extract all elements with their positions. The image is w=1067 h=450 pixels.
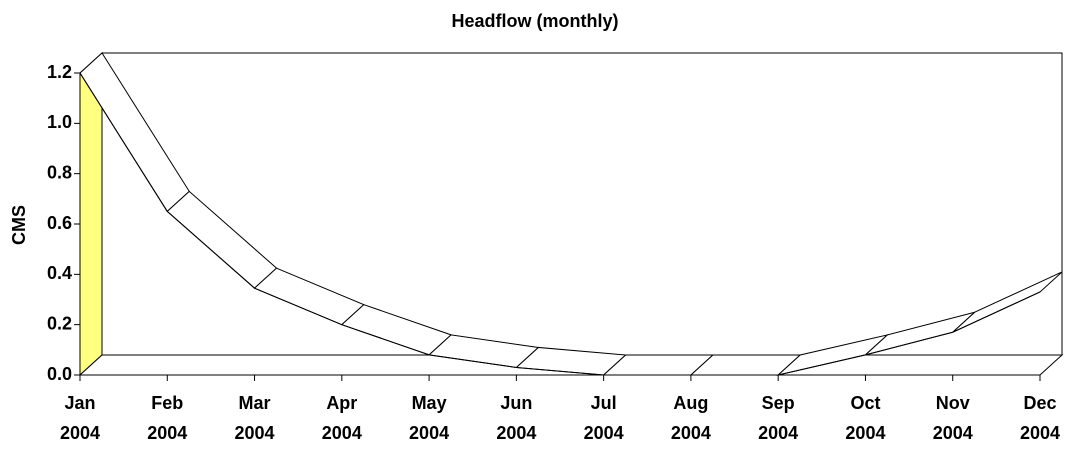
chart-title: Headflow (monthly)	[452, 11, 619, 31]
y-tick-label: 1.2	[47, 62, 72, 82]
x-tick-label: Jan 2004	[59, 393, 101, 443]
x-tick-label: Dec 2004	[1019, 393, 1061, 443]
y-tick-label: 0.2	[47, 313, 72, 333]
line	[79, 72, 1041, 376]
x-tick-label: Mar 2004	[234, 393, 275, 443]
x-tick-label: Oct 2004	[845, 393, 886, 443]
x-tick-label: Jul 2004	[583, 393, 624, 443]
y-tick-label: 0.0	[47, 364, 72, 384]
y-axis-label: CMS	[9, 205, 29, 245]
x-tick-label: Sep 2004	[758, 393, 799, 443]
y-tick-label: 0.4	[47, 263, 72, 283]
y-tick-label: 1.0	[47, 112, 72, 132]
x-tick-label: May 2004	[409, 393, 450, 443]
back-wall	[101, 52, 1063, 356]
x-tick-label: Feb 2004	[147, 393, 188, 443]
y-tick-label: 0.6	[47, 213, 72, 233]
x-tick-label: Aug 2004	[670, 393, 711, 443]
x-tick-label: Nov 2004	[932, 393, 973, 443]
x-tick-label: Jun 2004	[496, 393, 537, 443]
x-tick-label: Apr 2004	[321, 393, 362, 443]
y-tick-label: 0.8	[47, 162, 72, 182]
